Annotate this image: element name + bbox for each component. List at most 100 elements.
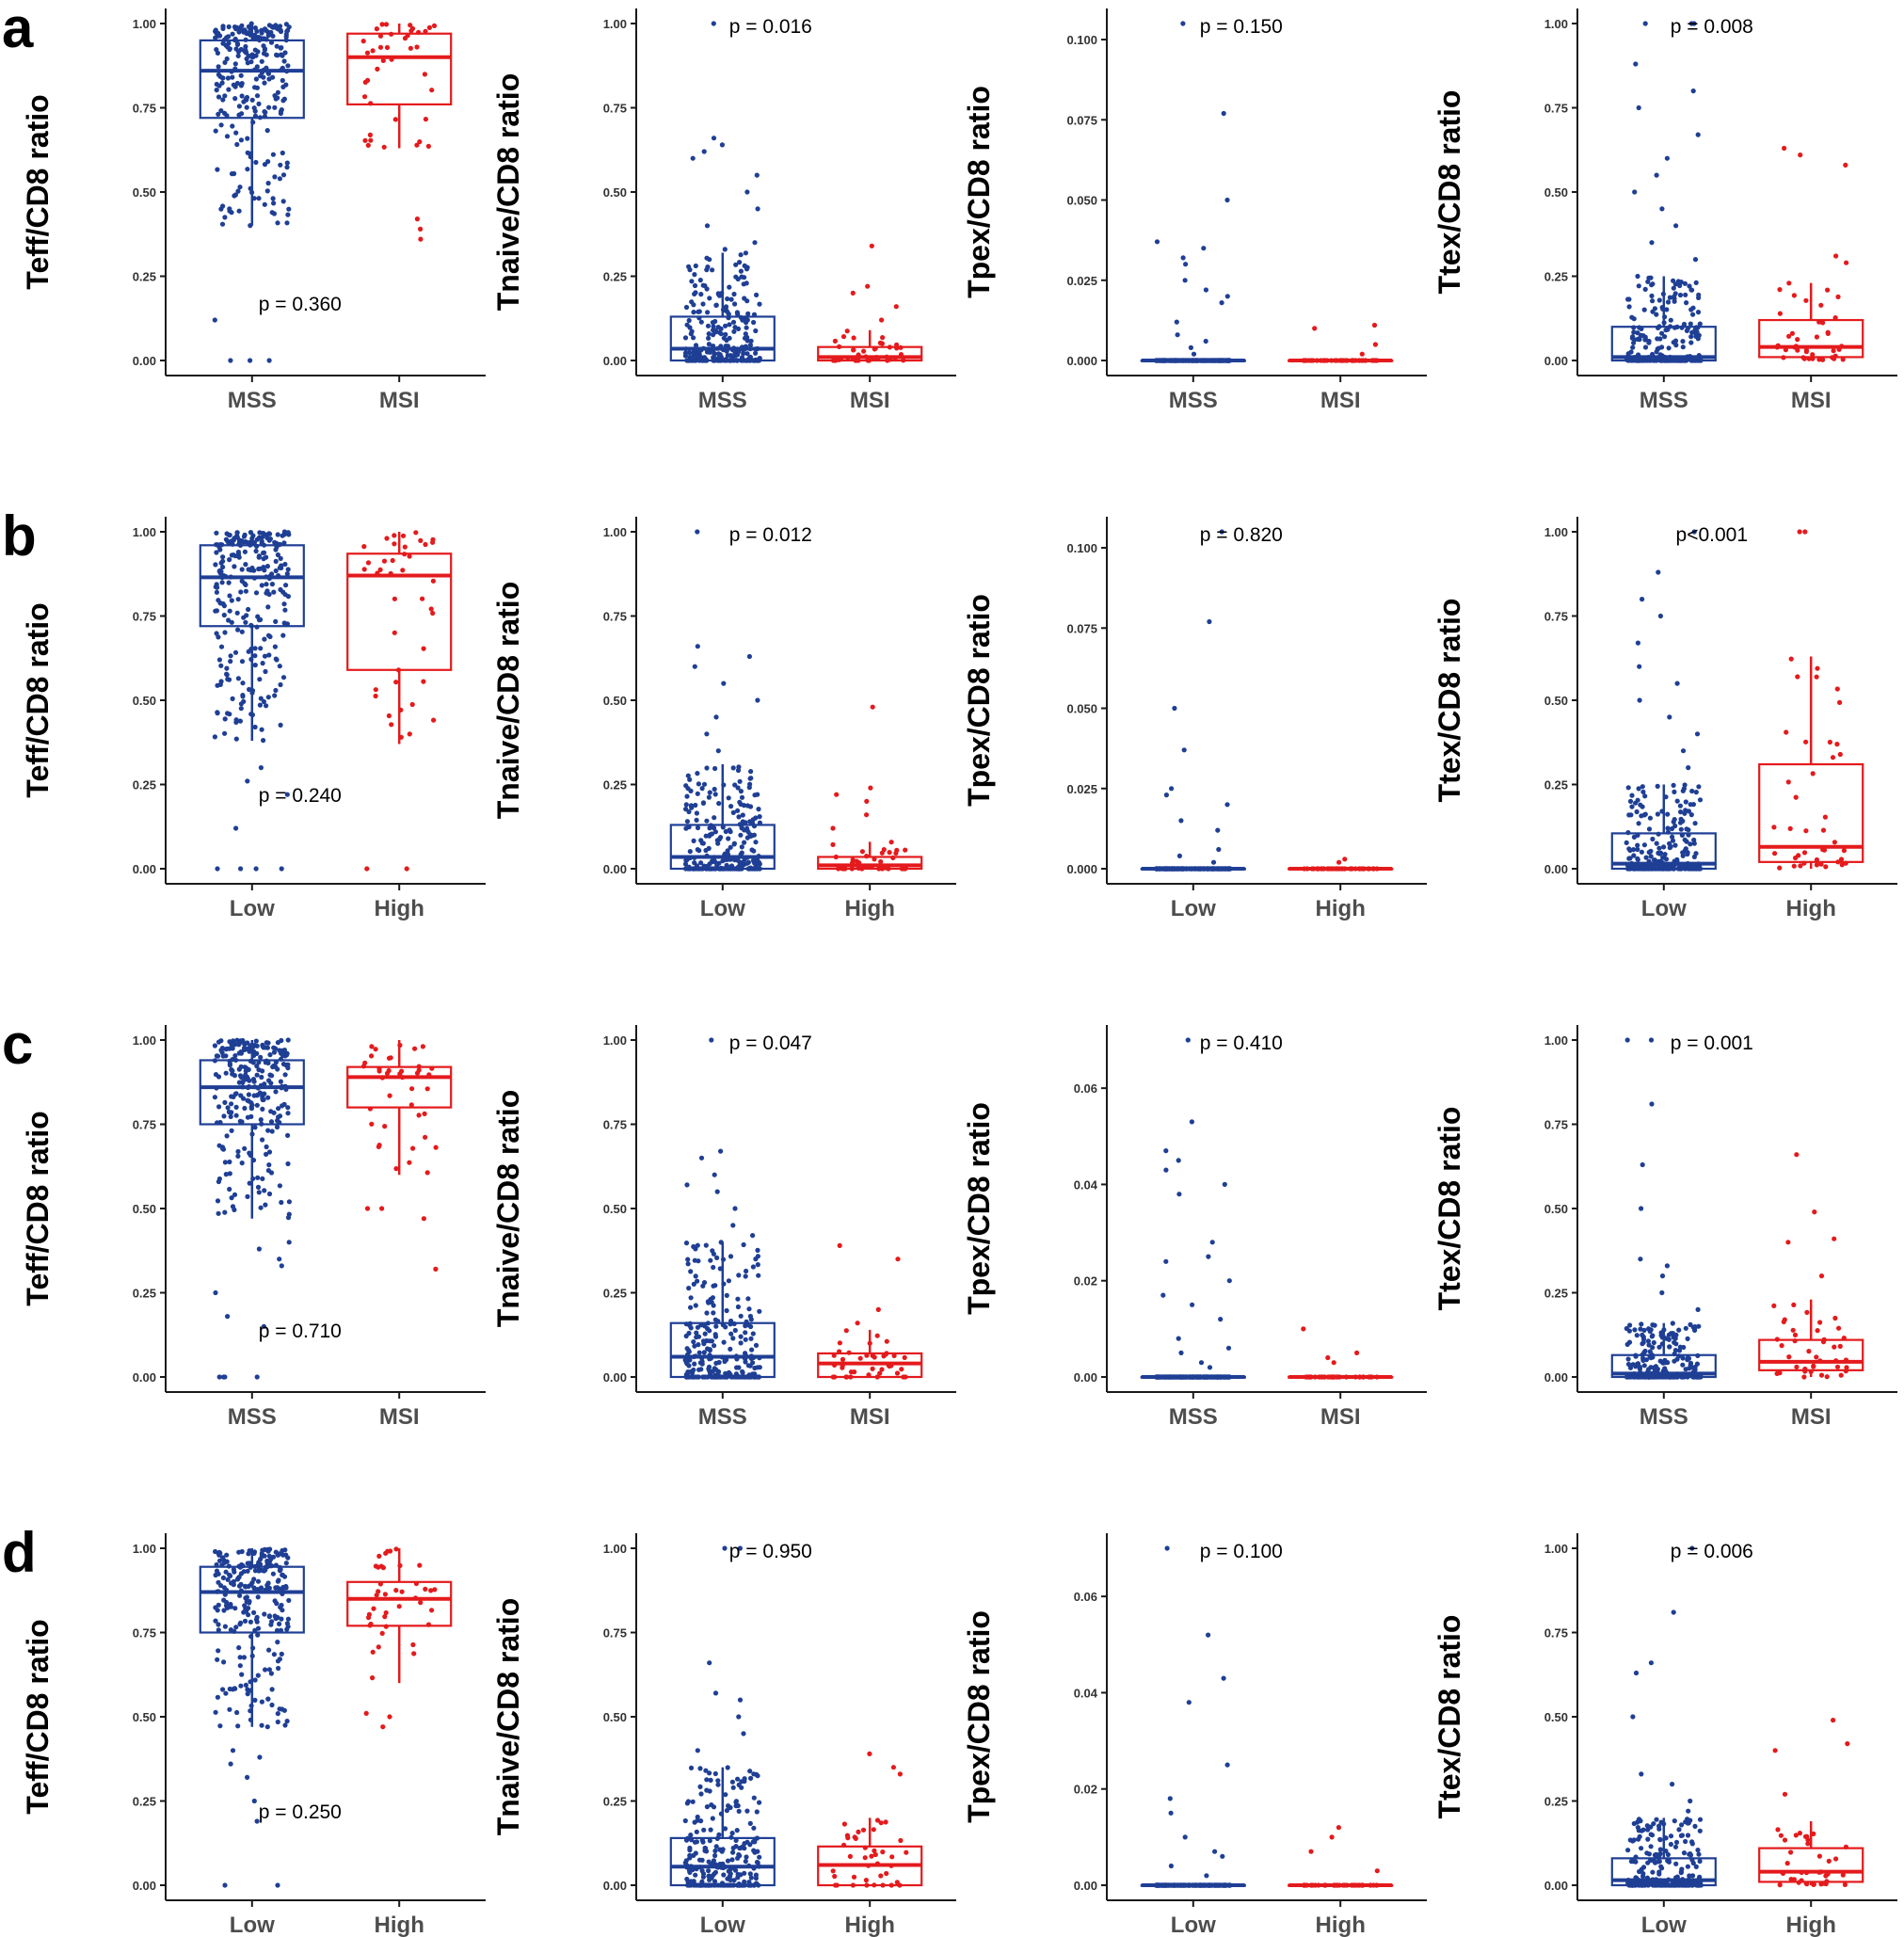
- data-point: [214, 88, 219, 93]
- data-point: [393, 1546, 399, 1552]
- y-tick-label: 0.50: [1544, 185, 1568, 200]
- data-point: [429, 1608, 435, 1613]
- data-point: [239, 659, 246, 664]
- data-point: [285, 567, 291, 572]
- outlier-point: [868, 785, 873, 791]
- data-point: [712, 792, 718, 797]
- data-point: [903, 847, 908, 853]
- data-point: [264, 128, 270, 134]
- data-point: [254, 93, 261, 99]
- data-point: [279, 107, 284, 113]
- data-point: [269, 1129, 275, 1134]
- data-point: [693, 290, 698, 296]
- data-point: [266, 652, 272, 658]
- y-tick-label: 0.100: [1066, 541, 1097, 555]
- box-mss: [1140, 21, 1246, 363]
- data-point: [1640, 1357, 1646, 1363]
- outlier-point: [834, 792, 840, 797]
- data-point: [264, 1584, 270, 1590]
- data-point: [739, 1785, 744, 1790]
- data-point: [1803, 349, 1809, 355]
- y-axis-label: Teff/CD8 ratio: [21, 602, 55, 797]
- panel-letter: b: [2, 504, 37, 568]
- data-point: [278, 555, 283, 562]
- data-point: [239, 629, 245, 634]
- x-tick-label: High: [1786, 896, 1836, 921]
- data-point: [265, 695, 271, 700]
- data-point: [743, 1859, 748, 1865]
- data-point: [277, 1183, 282, 1189]
- data-point: [1657, 1358, 1663, 1364]
- data-point: [260, 1068, 265, 1074]
- box-mss: [199, 21, 305, 363]
- data-point: [423, 1586, 428, 1592]
- data-point: [365, 77, 371, 83]
- outlier-point: [222, 1882, 228, 1888]
- data-point: [1634, 1333, 1640, 1338]
- data-point: [383, 1550, 389, 1556]
- outlier-point: [1372, 342, 1378, 347]
- data-point: [277, 1706, 282, 1712]
- y-tick-label: 0.075: [1066, 113, 1097, 127]
- outlier-point: [1654, 172, 1659, 178]
- outlier-point: [1640, 1161, 1645, 1168]
- data-point: [424, 1086, 430, 1092]
- data-point: [277, 664, 282, 669]
- data-point: [272, 174, 278, 180]
- data-point: [225, 677, 231, 682]
- data-point: [739, 274, 744, 280]
- data-point: [241, 1609, 247, 1615]
- data-point: [1687, 1366, 1692, 1371]
- x-tick-label: Low: [700, 1913, 745, 1937]
- data-point: [1811, 1363, 1816, 1369]
- data-point: [723, 1324, 728, 1330]
- data-point: [706, 1366, 712, 1371]
- y-tick-label: 0.25: [603, 270, 627, 284]
- data-point: [279, 1651, 284, 1657]
- data-point: [1631, 329, 1637, 335]
- data-point: [894, 847, 900, 854]
- data-point: [283, 1062, 289, 1068]
- data-point: [694, 817, 699, 824]
- y-tick-label: 0.75: [133, 102, 156, 116]
- data-point: [283, 82, 289, 88]
- data-point: [749, 1347, 755, 1353]
- data-point: [361, 544, 367, 550]
- y-tick-label: 0.50: [133, 1710, 156, 1724]
- outlier-point: [1174, 319, 1179, 325]
- outlier-point: [1188, 344, 1193, 350]
- data-point: [1832, 1344, 1837, 1350]
- data-point: [683, 825, 689, 831]
- data-point: [252, 47, 258, 53]
- data-point: [751, 858, 757, 864]
- data-point: [269, 1687, 275, 1692]
- outlier-point: [752, 240, 758, 246]
- data-point: [384, 536, 390, 541]
- p-value-label: p = 0.240: [259, 785, 342, 807]
- data-point: [260, 1176, 265, 1181]
- data-point: [259, 583, 264, 588]
- outlier-point: [1686, 765, 1691, 771]
- data-point: [687, 776, 693, 782]
- data-point: [693, 263, 698, 269]
- data-point: [215, 1657, 220, 1662]
- outlier-point: [222, 1374, 228, 1380]
- data-point: [248, 1106, 254, 1112]
- data-point: [424, 1170, 430, 1176]
- data-point: [280, 77, 285, 84]
- outlier-point: [228, 358, 233, 363]
- data-point: [723, 323, 728, 328]
- data-point: [236, 1645, 242, 1651]
- y-tick-label: 0.75: [603, 1118, 627, 1132]
- outlier-point: [1802, 529, 1808, 535]
- data-point: [698, 860, 704, 866]
- data-point: [223, 1053, 229, 1059]
- data-point: [233, 1625, 239, 1630]
- outlier-point: [1657, 613, 1663, 619]
- data-point: [1822, 814, 1828, 820]
- x-tick-label: MSS: [1169, 388, 1218, 413]
- outlier-point: [1203, 287, 1208, 293]
- data-point: [693, 1273, 698, 1279]
- data-point: [1635, 846, 1640, 853]
